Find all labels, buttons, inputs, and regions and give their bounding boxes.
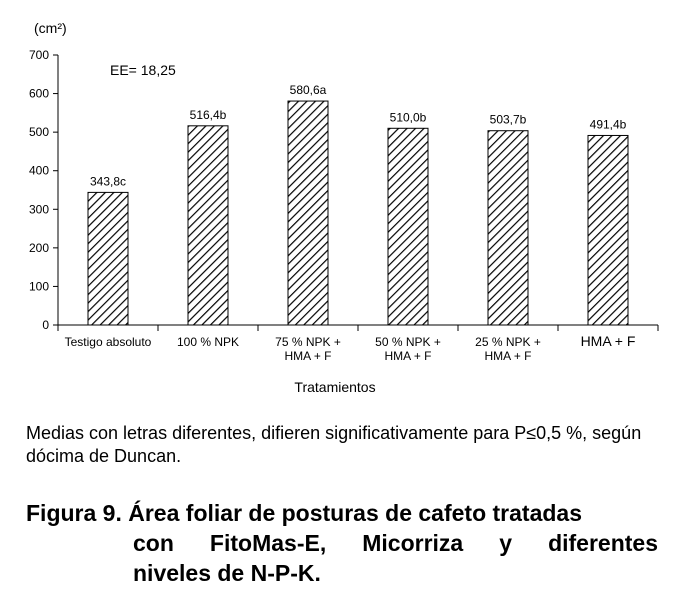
y-tick-label: 200: [29, 241, 49, 255]
data-labels: 343,8c 516,4b 580,6a 510,0b 503,7b 491,4b: [90, 83, 627, 188]
category-label: 100 % NPK: [177, 335, 239, 349]
category-label: 75 % NPK +: [275, 335, 341, 349]
y-axis: 0 100 200 300 400 500 600 700: [29, 48, 59, 332]
bar: [87, 191, 129, 326]
caption-line-2: con FitoMas-E, Micorriza y diferentes: [133, 530, 658, 556]
bar: [587, 134, 629, 326]
x-axis: [57, 324, 659, 331]
bar-chart: (cm²) EE= 18,25 0 100 200 300 400 500 600 700 3…: [29, 20, 659, 395]
figure-number: Figura 9.: [26, 500, 122, 526]
caption-line-1: Área foliar de posturas de cafeto tratad…: [128, 500, 583, 526]
y-tick-label: 400: [29, 164, 49, 178]
y-unit-label: (cm²): [34, 20, 67, 36]
y-tick-label: 100: [29, 279, 49, 293]
bar: [287, 100, 329, 326]
y-tick-label: 700: [29, 48, 49, 62]
bar: [387, 127, 429, 326]
bar-value-label: 510,0b: [390, 110, 427, 124]
bar-value-label: 580,6a: [290, 83, 327, 97]
bar-value-label: 343,8c: [90, 174, 126, 188]
bar: [187, 125, 229, 326]
category-label: Testigo absoluto: [65, 335, 152, 349]
bar-value-label: 516,4b: [190, 108, 227, 122]
category-label: 25 % NPK +: [475, 335, 541, 349]
category-label: 50 % NPK +: [375, 335, 441, 349]
y-tick-label: 500: [29, 125, 49, 139]
category-labels: Testigo absoluto 100 % NPK 75 % NPK +HMA +…: [65, 333, 636, 363]
bar-series: [87, 100, 629, 326]
caption-line-3: niveles de N-P-K.: [133, 560, 321, 586]
category-label: HMA + F: [384, 349, 431, 363]
figure-caption: Figura 9. Área foliar de posturas de caf…: [26, 498, 658, 588]
footnote: Medias con letras diferentes, difieren s…: [26, 423, 642, 466]
bar-value-label: 503,7b: [490, 113, 527, 127]
x-axis-title: Tratamientos: [294, 379, 375, 395]
y-tick-label: 0: [42, 318, 49, 332]
category-label: HMA + F: [284, 349, 331, 363]
category-label: HMA + F: [484, 349, 531, 363]
category-label: HMA + F: [581, 333, 636, 349]
bar-value-label: 491,4b: [590, 117, 627, 131]
y-tick-label: 300: [29, 202, 49, 216]
y-tick-label: 600: [29, 87, 49, 101]
standard-error-annotation: EE= 18,25: [110, 62, 176, 78]
bar: [487, 130, 529, 326]
